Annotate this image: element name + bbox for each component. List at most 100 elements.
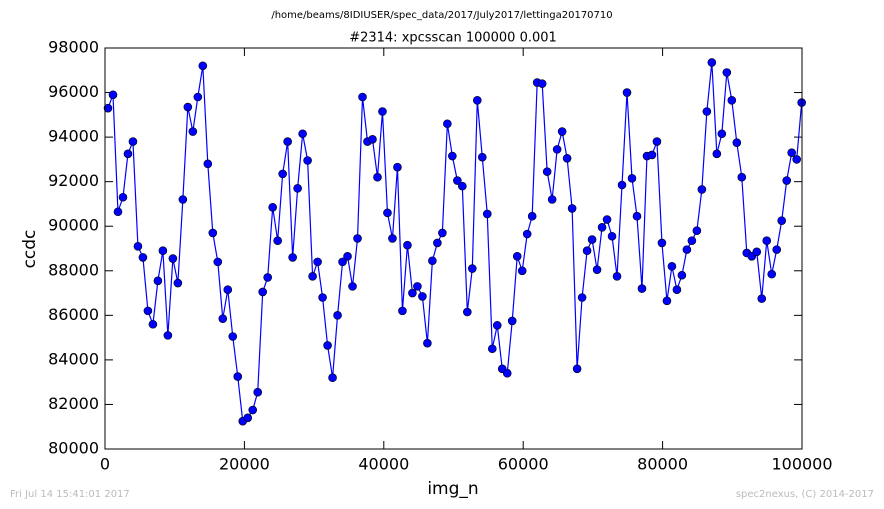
data-point	[318, 293, 327, 302]
data-point	[692, 226, 702, 235]
x-tick-label: 60000	[498, 455, 549, 474]
data-point	[298, 129, 307, 139]
data-point	[423, 338, 432, 348]
y-tick-label: 86000	[48, 305, 99, 324]
data-point	[303, 156, 312, 165]
data-point	[672, 285, 682, 295]
data-point	[557, 127, 567, 136]
data-point	[652, 137, 662, 146]
data-point	[168, 254, 178, 263]
data-point	[772, 245, 782, 254]
data-point	[248, 405, 258, 415]
y-tick-label: 84000	[48, 349, 99, 368]
data-point	[782, 176, 792, 185]
data-point	[343, 251, 352, 261]
data-point	[517, 266, 527, 276]
data-point	[657, 238, 667, 248]
data-point	[697, 185, 707, 194]
data-point	[293, 184, 302, 193]
data-point	[463, 307, 472, 317]
data-point	[333, 311, 342, 320]
data-point	[562, 153, 572, 163]
data-point	[502, 368, 512, 378]
data-point	[103, 103, 113, 113]
data-point	[183, 102, 193, 112]
data-point	[328, 373, 337, 383]
y-tick-label: 92000	[48, 171, 99, 190]
data-point	[627, 174, 637, 183]
y-tick-label: 90000	[48, 216, 99, 235]
data-point	[308, 272, 317, 281]
data-point	[632, 211, 642, 221]
data-point	[722, 68, 732, 77]
data-point	[233, 372, 243, 381]
data-point	[717, 129, 727, 139]
data-point	[178, 195, 188, 204]
data-point	[607, 231, 617, 241]
data-point	[732, 138, 742, 147]
x-tick-label: 20000	[219, 455, 270, 474]
data-point	[458, 181, 467, 191]
data-point	[403, 240, 412, 250]
data-point	[118, 192, 128, 202]
data-line	[107, 62, 803, 423]
data-point	[542, 167, 552, 176]
y-tick-label: 80000	[48, 439, 99, 458]
chart-title: #2314: xpcsscan 100000 0.001	[349, 31, 557, 46]
data-point	[108, 90, 118, 100]
data-point	[378, 107, 387, 116]
x-axis-label: img_n	[427, 479, 478, 499]
x-tick-label: 40000	[358, 455, 409, 474]
data-point	[487, 344, 497, 354]
y-axis-label: ccdc	[20, 230, 40, 269]
data-point	[443, 119, 452, 129]
data-point	[203, 159, 213, 169]
data-point	[582, 246, 592, 256]
data-point	[278, 169, 287, 179]
y-tick-label: 82000	[48, 394, 99, 413]
data-point	[258, 287, 268, 297]
data-point	[388, 234, 397, 243]
data-point	[597, 223, 607, 232]
data-point	[472, 96, 482, 105]
data-point	[572, 364, 582, 374]
data-point	[358, 92, 367, 102]
data-point	[353, 234, 362, 243]
y-tick-label: 96000	[48, 82, 99, 101]
data-point	[288, 253, 297, 262]
data-point	[253, 387, 263, 397]
data-point	[408, 288, 417, 298]
data-point	[338, 257, 347, 267]
data-point	[193, 92, 203, 102]
data-point	[762, 236, 772, 246]
data-point	[522, 229, 532, 239]
data-point	[158, 246, 168, 256]
data-point	[602, 215, 612, 224]
data-point	[492, 321, 502, 330]
y-tick-label: 98000	[48, 38, 99, 57]
data-point	[687, 236, 697, 246]
data-point	[428, 256, 437, 266]
footer-right: spec2nexus, (C) 2014-2017	[736, 489, 874, 500]
x-tick-label: 100000	[771, 455, 832, 474]
data-point	[527, 211, 537, 221]
data-point	[383, 208, 392, 218]
data-point	[777, 216, 787, 225]
data-point	[223, 285, 233, 295]
data-point	[567, 204, 577, 213]
data-point	[707, 58, 717, 67]
data-point	[702, 107, 712, 116]
data-point	[173, 278, 183, 288]
data-point	[433, 238, 442, 248]
data-point	[737, 172, 747, 182]
data-point	[268, 202, 277, 212]
data-point	[153, 276, 163, 286]
data-point	[612, 272, 622, 281]
data-point	[767, 269, 777, 279]
data-point	[373, 172, 382, 182]
data-point	[213, 257, 223, 267]
data-point	[228, 332, 238, 341]
data-point	[323, 341, 332, 350]
x-tick-label: 80000	[637, 455, 688, 474]
data-point	[123, 149, 133, 159]
